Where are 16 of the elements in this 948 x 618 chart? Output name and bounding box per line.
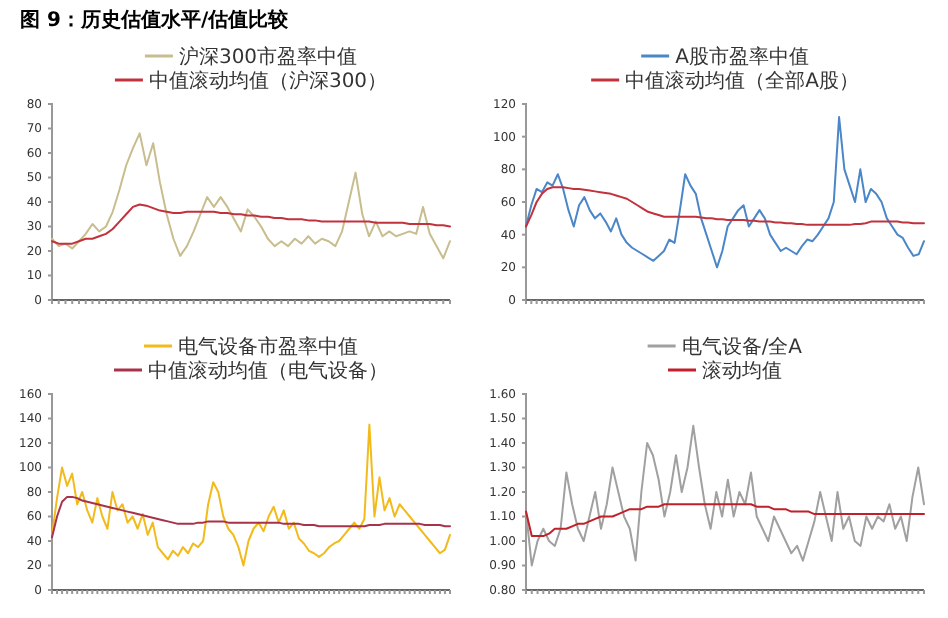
legend-label: 中值滚动均值（电气设备） xyxy=(148,359,388,383)
legend-label: 中值滚动均值（全部A股） xyxy=(625,69,859,93)
line-series xyxy=(525,186,925,228)
line-series xyxy=(51,203,451,245)
legend-label: 中值滚动均值（沪深300） xyxy=(148,69,388,93)
line-series xyxy=(51,132,451,260)
legend-label: 沪深300市盈率中值 xyxy=(178,45,358,69)
chart-title: 图 9：历史估值水平/估值比较 xyxy=(20,8,291,32)
line-series xyxy=(51,495,451,539)
legend-label: 滚动均值 xyxy=(702,359,782,383)
line-series xyxy=(51,423,451,567)
line-series xyxy=(525,116,925,269)
line-series xyxy=(525,503,925,538)
legend-label: 电气设备/全A xyxy=(681,335,803,359)
legend-label: 电气设备市盈率中值 xyxy=(178,335,358,359)
legend-label: A股市盈率中值 xyxy=(675,45,809,69)
